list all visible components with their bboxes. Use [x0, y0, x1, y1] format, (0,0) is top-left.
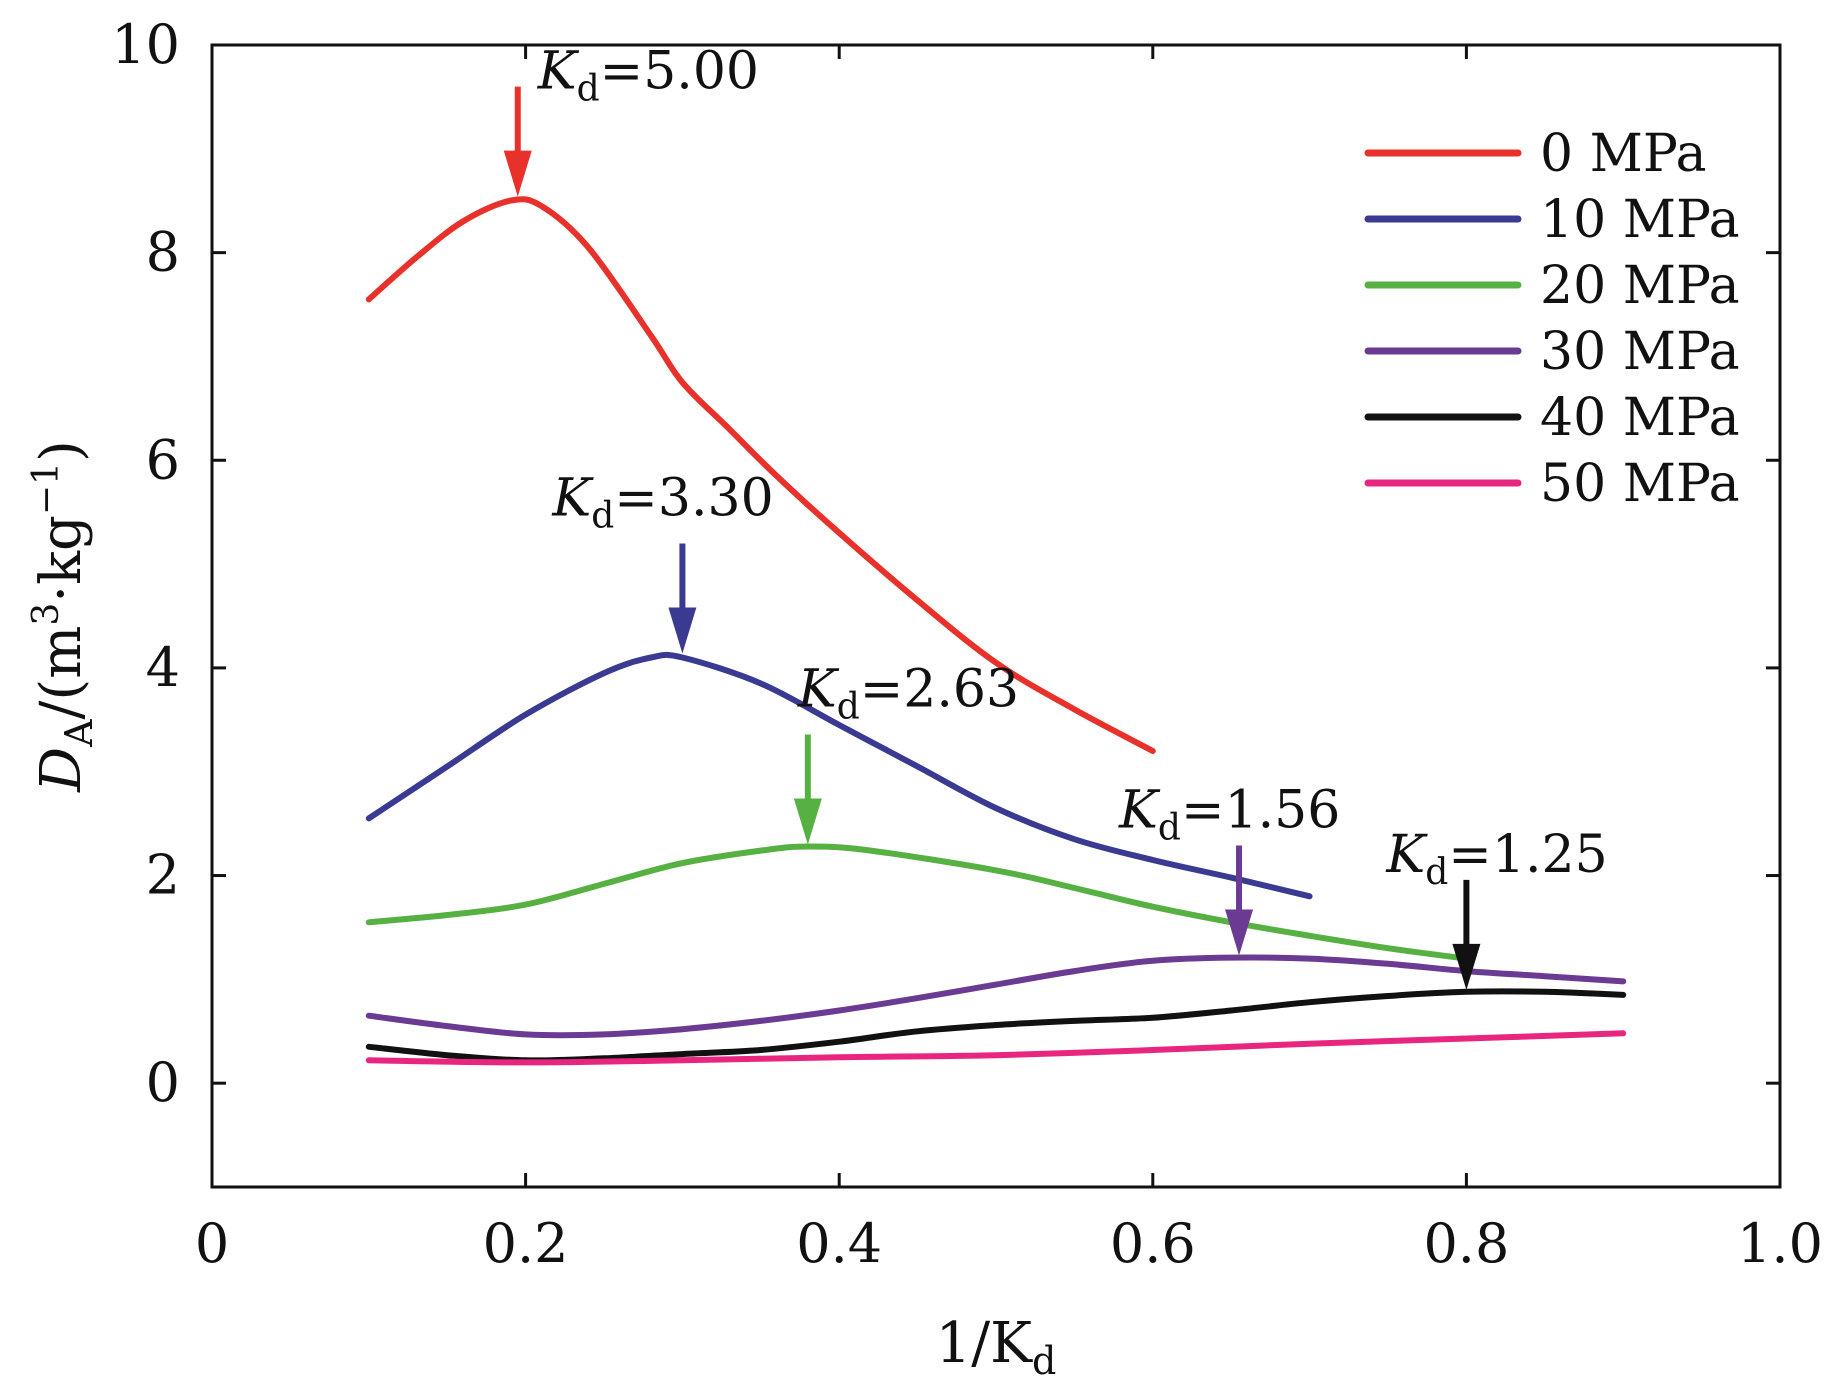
annotation-arrow-head [793, 798, 822, 845]
y-tick-label: 4 [146, 636, 180, 699]
series-line-20-mpa [365, 843, 1470, 962]
series-line-0-mpa [365, 196, 1156, 754]
x-tick-label: 0.4 [796, 1212, 882, 1275]
legend-entry: 50 MPa [1364, 454, 1740, 514]
y-tick-label: 0 [146, 1051, 180, 1114]
axis-ticks: 0 0.2 0.4 0.6 0.8 1.0 0 2 4 6 8 10 [111, 13, 1823, 1275]
annotation-label: Kd=5.00 [537, 42, 759, 110]
legend-entry: 30 MPa [1364, 322, 1740, 382]
series-line-40-mpa [365, 988, 1627, 1064]
annotation-arrow-head [668, 607, 697, 654]
peak-annotation: Kd=2.63 [793, 659, 1019, 845]
x-tick-label: 0.8 [1423, 1212, 1509, 1275]
y-axis-title-sup1: 3 [26, 603, 67, 626]
series-lines [365, 196, 1627, 1066]
annotation-label: Kd=2.63 [797, 659, 1019, 727]
x-axis-title: 1/Kd [936, 1311, 1057, 1379]
legend-entry: 10 MPa [1364, 190, 1740, 250]
legend-entry: 20 MPa [1364, 256, 1740, 316]
x-axis-title-sub: d [1032, 1339, 1056, 1379]
y-axis-title-end: ) [29, 440, 94, 462]
series-line-50-mpa [365, 1030, 1627, 1066]
y-axis-title: DA/(m3·kg−1) [26, 440, 101, 793]
annotation-label: Kd=3.30 [551, 468, 773, 536]
annotation-arrow-head [503, 150, 532, 197]
legend-label: 20 MPa [1540, 256, 1740, 316]
x-axis-title-main: 1/K [936, 1311, 1033, 1376]
y-axis-title-main: D [29, 747, 94, 793]
peak-annotation: Kd=3.30 [551, 468, 774, 654]
x-tick-label: 0 [195, 1212, 229, 1275]
peak-annotations: Kd=5.00 Kd=3.30 Kd=2.63 Kd=1.56 Kd=1.25 [503, 42, 1608, 990]
annotation-arrow-head [1452, 943, 1481, 990]
x-tick-label: 1.0 [1737, 1212, 1823, 1275]
annotation-arrow-head [1225, 909, 1254, 956]
x-tick-label: 0.2 [483, 1212, 569, 1275]
y-tick-label: 6 [146, 428, 180, 491]
legend-entry: 0 MPa [1364, 124, 1707, 184]
legend-label: 30 MPa [1540, 322, 1740, 382]
y-axis-title-sub: A [57, 719, 101, 748]
y-axis-title-mid: ·kg [29, 515, 94, 603]
y-tick-label: 8 [146, 221, 180, 284]
annotation-label: Kd=1.56 [1118, 781, 1340, 849]
y-tick-label: 2 [146, 844, 180, 907]
y-tick-label: 10 [111, 13, 180, 76]
legend-label: 40 MPa [1540, 388, 1740, 448]
y-axis-title-rest: /(m [29, 626, 94, 720]
legend-label: 50 MPa [1540, 454, 1740, 514]
legend-label: 0 MPa [1540, 124, 1707, 184]
x-tick-label: 0.6 [1110, 1212, 1196, 1275]
peak-annotation: Kd=1.56 [1118, 781, 1340, 956]
series-line-30-mpa [365, 954, 1627, 1039]
y-axis-title-sup2: −1 [26, 462, 67, 515]
series-line-10-mpa [365, 651, 1313, 900]
annotation-label: Kd=1.25 [1385, 825, 1607, 893]
legend-entry: 40 MPa [1364, 388, 1740, 448]
peak-annotation: Kd=1.25 [1385, 825, 1608, 990]
peak-annotation: Kd=5.00 [503, 42, 759, 197]
legend-label: 10 MPa [1540, 190, 1740, 250]
plot-area [210, 43, 1782, 1189]
